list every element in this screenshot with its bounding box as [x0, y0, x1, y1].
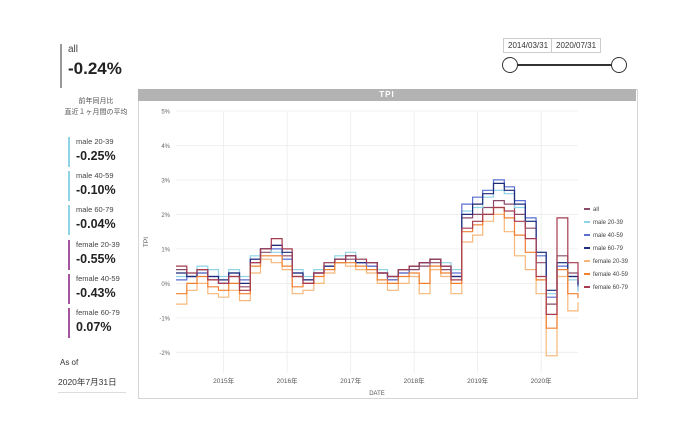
- kpi-label: female 60-79: [76, 308, 120, 317]
- date-slider-end-handle[interactable]: [611, 57, 627, 73]
- kpi-label: female 40-59: [76, 274, 120, 283]
- kpi-value: -0.10%: [76, 183, 116, 197]
- kpi-label: male 60-79: [76, 205, 114, 214]
- kpi-label: male 20-39: [76, 137, 114, 146]
- summary-value: -0.24%: [68, 59, 122, 78]
- y-tick-label: 0%: [161, 282, 170, 288]
- legend-label: male 40-59: [593, 233, 624, 239]
- legend-label: female 20-39: [593, 259, 629, 265]
- y-axis-title: TPI: [143, 237, 150, 247]
- x-tick-label: 2017年: [340, 376, 361, 385]
- kpi-female-20-39: female 20-39 -0.55%: [68, 240, 146, 270]
- date-start-input[interactable]: 2014/03/31: [503, 38, 554, 53]
- legend-label: male 20-39: [593, 220, 624, 226]
- x-tick-label: 2019年: [467, 376, 488, 385]
- tpi-line-chart: 5%4%3%2%1%0%-1%-2% 2015年 2016年 2017年 2018年 2…: [143, 110, 629, 398]
- series-line-female-40-59: [176, 206, 579, 329]
- series-line-all: [176, 200, 579, 305]
- kpi-label: male 40-59: [76, 171, 114, 180]
- chart-grid: [176, 110, 578, 373]
- date-slider-track[interactable]: [510, 64, 620, 66]
- kpi-value: -0.25%: [76, 149, 116, 163]
- kpi-female-60-79: female 60-79 0.07%: [68, 308, 146, 338]
- date-end-input[interactable]: 2020/07/31: [551, 38, 602, 53]
- x-tick-label: 2016年: [277, 376, 298, 385]
- y-tick-label: 5%: [161, 110, 170, 116]
- chart-title: TPI: [138, 89, 636, 101]
- kpi-label: female 20-39: [76, 240, 120, 249]
- x-axis-title: DATE: [369, 391, 385, 397]
- chart-legend: all male 20-39 male 40-59 male 60-79 female …: [584, 207, 629, 291]
- kpi-male-60-79: male 60-79 -0.04%: [68, 205, 146, 235]
- series-line-female-60-79: [176, 206, 579, 315]
- y-tick-label: 1%: [161, 247, 170, 253]
- kpi-male-20-39: male 20-39 -0.25%: [68, 137, 146, 167]
- kpi-male-40-59: male 40-59 -0.10%: [68, 171, 146, 201]
- x-tick-label: 2018年: [404, 376, 425, 385]
- kpi-value: 0.07%: [76, 320, 112, 334]
- as-of-value: 2020年7月31日: [58, 376, 126, 393]
- chart-series: [176, 179, 579, 357]
- x-tick-label: 2020年: [531, 376, 552, 385]
- x-tick-label: 2015年: [213, 376, 234, 385]
- kpi-value: -0.04%: [76, 217, 116, 231]
- summary-note-line1: 前年同月比: [78, 98, 114, 105]
- y-tick-label: -1%: [159, 316, 170, 322]
- y-tick-label: 2%: [161, 213, 170, 219]
- summary-card: all -0.24%: [60, 44, 138, 88]
- legend-label: all: [593, 207, 599, 213]
- kpi-value: -0.55%: [76, 252, 116, 266]
- y-tick-label: -2%: [159, 351, 170, 357]
- y-tick-label: 4%: [161, 144, 170, 150]
- date-slider-start-handle[interactable]: [502, 57, 518, 73]
- kpi-female-40-59: female 40-59 -0.43%: [68, 274, 146, 304]
- summary-note-line2: 直近１ヶ月間の平均: [64, 109, 128, 116]
- series-line-female-20-39: [176, 213, 579, 357]
- kpi-value: -0.43%: [76, 286, 116, 300]
- x-axis: 2015年 2016年 2017年 2018年 2019年 2020年: [213, 376, 552, 385]
- as-of-label: As of: [60, 358, 79, 367]
- summary-label: all: [68, 44, 79, 55]
- legend-label: female 60-79: [593, 285, 629, 291]
- y-tick-label: 3%: [161, 178, 170, 184]
- legend-label: female 40-59: [593, 272, 629, 278]
- y-axis: 5% 4% 3% 2% 1% 0% -1% -2%: [159, 110, 170, 357]
- legend-label: male 60-79: [593, 246, 624, 252]
